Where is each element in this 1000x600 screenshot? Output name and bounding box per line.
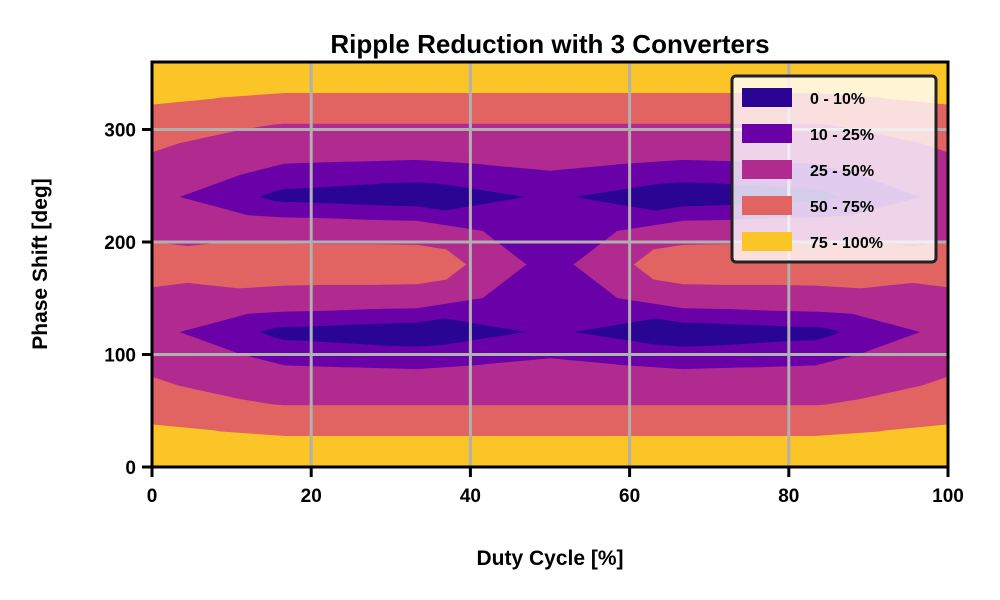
y-tick-label: 0 — [125, 458, 136, 479]
x-tick-label: 20 — [301, 486, 322, 507]
legend-label: 25 - 50% — [810, 163, 874, 180]
legend-swatch — [742, 88, 792, 107]
contour-band-4 — [151, 61, 949, 468]
legend-swatch — [742, 124, 792, 143]
legend-label: 75 - 100% — [810, 235, 883, 252]
legend-swatch — [742, 232, 792, 251]
y-tick-label: 300 — [104, 121, 136, 142]
x-tick-label: 100 — [932, 486, 964, 507]
plot-frame — [150, 60, 950, 469]
x-tick-label: 40 — [460, 486, 481, 507]
legend-label: 50 - 75% — [810, 199, 874, 216]
chart-title: Ripple Reduction with 3 Converters — [330, 29, 769, 59]
y-tick-label: 100 — [104, 346, 136, 367]
legend: 0 - 10% 10 - 25% 25 - 50% 50 - 75% 75 - 100% — [730, 74, 938, 264]
y-tick-label: 200 — [104, 233, 136, 254]
x-tick-label: 0 — [147, 486, 158, 507]
x-tick-label: 80 — [778, 486, 799, 507]
x-axis-label: Duty Cycle [%] — [476, 547, 623, 570]
y-axis-ticks: 0 100 200 300 — [104, 121, 152, 479]
x-tick-label: 60 — [619, 486, 640, 507]
legend-label: 0 - 10% — [810, 91, 865, 108]
x-axis-ticks: 0 20 40 60 80 100 — [147, 467, 964, 507]
legend-frame — [730, 74, 938, 264]
legend-swatch — [742, 196, 792, 215]
legend-swatch — [742, 160, 792, 179]
y-axis-label: Phase Shift [deg] — [29, 178, 52, 350]
legend-label: 10 - 25% — [810, 127, 874, 144]
